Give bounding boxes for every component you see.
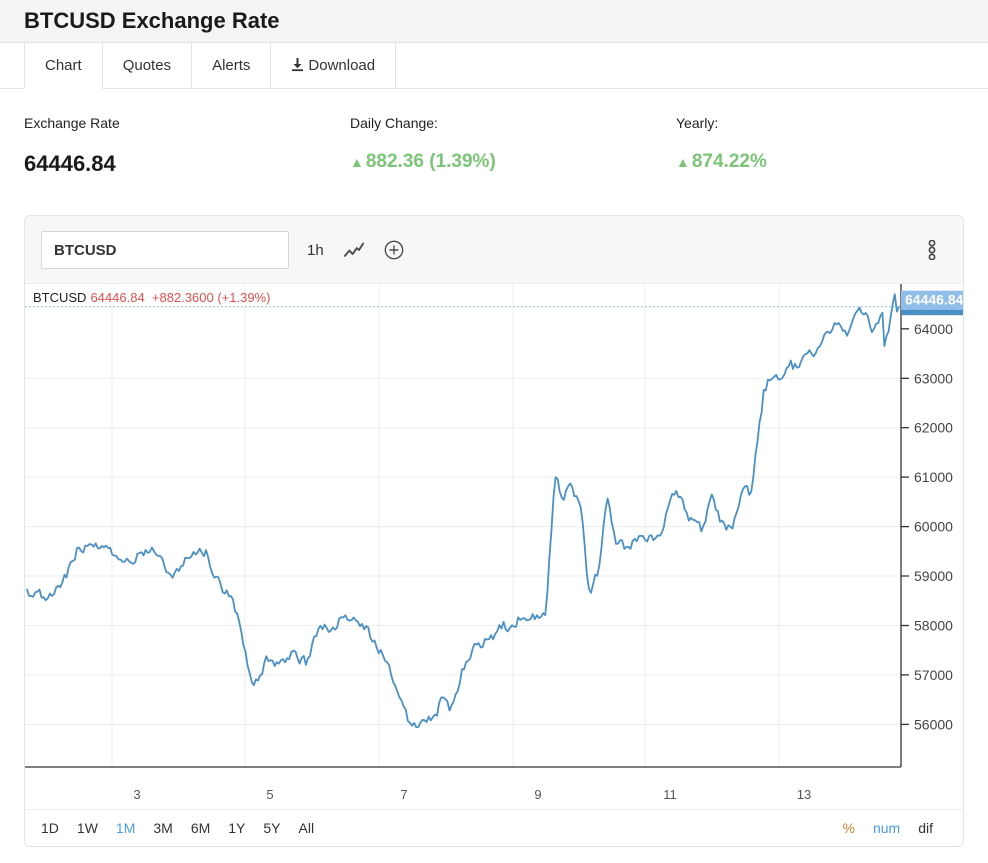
svg-text:64000: 64000 xyxy=(914,321,953,337)
svg-text:64446.84: 64446.84 xyxy=(905,292,963,308)
svg-text:61000: 61000 xyxy=(914,469,953,485)
svg-text:63000: 63000 xyxy=(914,370,953,386)
svg-text:57000: 57000 xyxy=(914,667,953,683)
svg-text:60000: 60000 xyxy=(914,519,953,535)
svg-text:58000: 58000 xyxy=(914,618,953,634)
svg-text:62000: 62000 xyxy=(914,420,953,436)
svg-text:56000: 56000 xyxy=(914,716,953,732)
svg-text:59000: 59000 xyxy=(914,568,953,584)
